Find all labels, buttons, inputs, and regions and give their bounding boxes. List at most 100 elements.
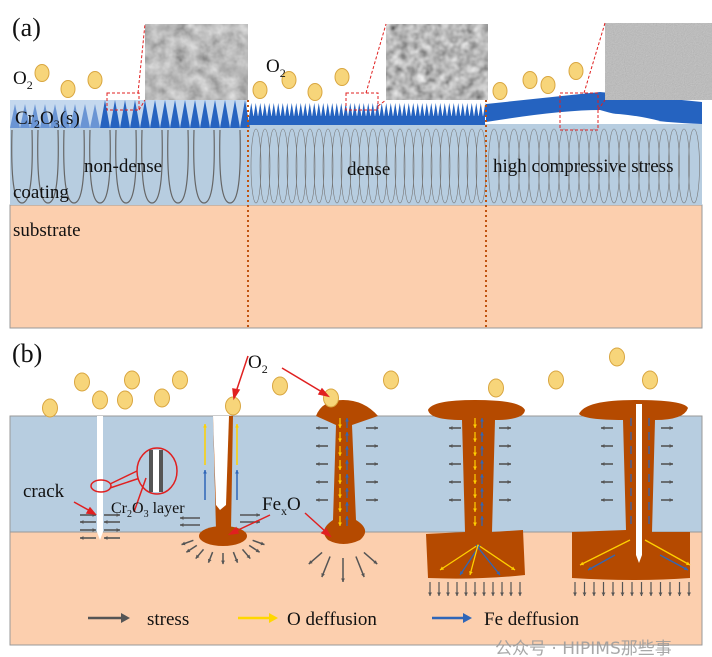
oxide-spike: [307, 103, 312, 117]
oxide-spike: [40, 104, 50, 128]
region-label-nondense: non-dense: [84, 156, 162, 177]
oxide-spike: [180, 100, 190, 128]
oxide-spike: [330, 103, 335, 117]
column: [376, 128, 388, 204]
coating-columns: [11, 128, 700, 204]
diffusion-arrow-head: [684, 566, 688, 571]
diffusion-arrow: [469, 544, 479, 576]
stress-arrow-head: [80, 536, 84, 540]
oxide-spike: [20, 104, 30, 128]
stress-arrow-head: [507, 426, 511, 430]
diffusion-arrow: [587, 554, 616, 571]
oxygen-molecule: [34, 64, 50, 82]
fe-diffusion-arrow-head: [345, 418, 349, 422]
column: [688, 128, 700, 204]
column: [167, 129, 189, 204]
oxide-spike: [312, 103, 317, 117]
fe-diffusion-arrow-head: [480, 460, 484, 464]
oxide-spike: [258, 103, 263, 117]
crack-label: crack: [23, 481, 65, 502]
panel-a-label: (a): [12, 13, 41, 42]
column: [394, 128, 406, 204]
stress-arrow-head: [649, 592, 653, 596]
column: [331, 128, 343, 204]
oxide-spike: [415, 103, 420, 117]
oxide-spike: [190, 100, 200, 128]
stress-arrow-head: [374, 426, 378, 430]
oxygen-molecules-a: [34, 62, 584, 101]
diffusion-arrow-head: [496, 571, 500, 575]
stress-arrow-head: [601, 462, 605, 466]
fe-diffusion-arrow-head: [345, 488, 349, 492]
fe-diffusion-arrow-head: [203, 470, 207, 474]
column: [11, 129, 33, 204]
stress-arrow-head: [677, 592, 682, 596]
oxide-spike: [303, 103, 308, 117]
oxide-spike: [200, 100, 210, 128]
column: [498, 128, 510, 204]
stress-arrow-head: [500, 592, 504, 596]
oxygen-molecules-b: [42, 347, 658, 418]
oxide-spike: [150, 100, 160, 128]
stress-arrow-head: [186, 548, 191, 553]
stress-arrow-head: [255, 548, 260, 553]
column: [658, 128, 670, 204]
stress-arrow-head: [116, 513, 120, 517]
cr2o3-layer-label: Cr2O3 layer: [111, 500, 185, 520]
oxide-spike: [110, 100, 120, 128]
column: [430, 128, 442, 204]
column: [488, 128, 500, 204]
oxygen-molecule: [60, 80, 76, 98]
oxide-spike: [90, 104, 100, 128]
stress-arrow-head: [639, 592, 644, 596]
stress-arrow-head: [308, 560, 313, 565]
oxygen-molecule: [117, 390, 133, 410]
oxygen-molecule: [568, 62, 584, 80]
stress-arrow-head: [316, 462, 320, 466]
oxide-spike: [325, 103, 330, 117]
o-diffusion-arrow-head: [473, 508, 477, 512]
stress-arrow-head: [669, 462, 673, 466]
column: [518, 128, 530, 204]
oxide-spikes: [10, 100, 488, 128]
column: [439, 128, 451, 204]
stress-arrow-head: [507, 480, 511, 484]
oxide-spike: [393, 103, 398, 117]
column: [403, 128, 415, 204]
oxide-spike: [220, 100, 230, 128]
diffusion-arrow-head: [460, 571, 464, 575]
stress-arrow-head: [449, 462, 453, 466]
o-diffusion-arrow-head: [473, 438, 477, 442]
column: [568, 128, 580, 204]
crack-2: [213, 416, 229, 510]
stress-arrow-head: [601, 480, 605, 484]
oxygen-molecule: [281, 71, 297, 89]
o-diffusion-arrow-head: [473, 424, 477, 428]
diffusion-arrow-head: [588, 566, 592, 570]
o2-label-b: O2: [248, 352, 268, 376]
svg-text:stress: stress: [147, 609, 189, 630]
oxide-spike: [280, 103, 285, 117]
sem-callouts: [106, 22, 606, 131]
stress-arrow-head: [507, 444, 511, 448]
o-diffusion-arrow-head: [473, 494, 477, 498]
panel-b: (b) O2 crack Cr2O3 layer FexO stress O d…: [9, 339, 703, 657]
stress-arrow-head: [221, 560, 225, 565]
stress-arrow-head: [611, 592, 615, 596]
oxide-spike: [379, 103, 384, 117]
oxide-spike: [433, 103, 438, 117]
oxide-spike: [411, 103, 416, 117]
region-label-stress: high compressive stress: [493, 156, 673, 177]
stress-arrow-head: [668, 592, 672, 596]
column: [259, 128, 271, 204]
column: [638, 128, 650, 204]
column: [385, 128, 397, 204]
diffusion-arrow-head: [469, 571, 473, 575]
column: [578, 128, 590, 204]
stress-arrow-head: [669, 426, 673, 430]
column: [63, 129, 85, 204]
svg-text:Fe deffusion: Fe deffusion: [484, 609, 580, 630]
diffusion-arrow: [579, 539, 631, 566]
oxygen-molecule: [74, 372, 90, 392]
fe-diffusion-arrow-head: [480, 418, 484, 422]
